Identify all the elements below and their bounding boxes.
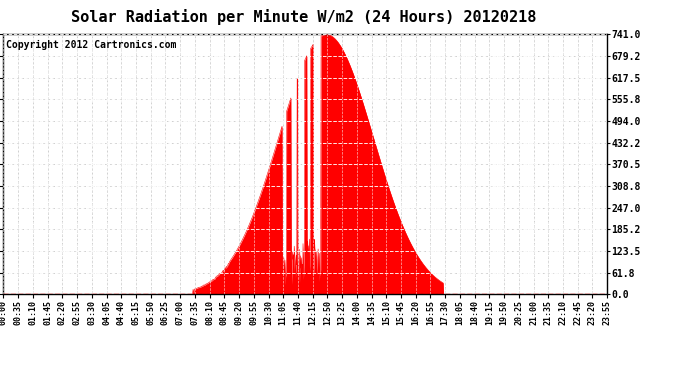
Text: Copyright 2012 Cartronics.com: Copyright 2012 Cartronics.com	[6, 40, 177, 50]
Text: Solar Radiation per Minute W/m2 (24 Hours) 20120218: Solar Radiation per Minute W/m2 (24 Hour…	[71, 9, 536, 26]
